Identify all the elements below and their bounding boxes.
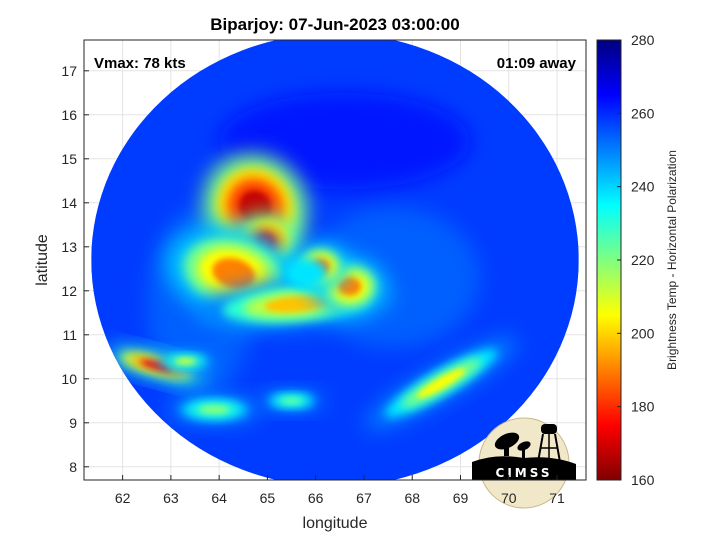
y-tick-label: 15 xyxy=(61,151,77,167)
x-axis-ticks: 62 63 64 65 66 67 68 69 70 71 xyxy=(115,475,565,506)
colorbar-tick-label: 220 xyxy=(631,252,655,268)
y-tick-label: 8 xyxy=(69,459,77,475)
x-tick-label: 71 xyxy=(549,490,565,506)
y-tick-label: 14 xyxy=(61,195,77,211)
y-axis-ticks: 8 9 10 11 12 13 14 15 16 17 xyxy=(61,63,89,475)
convection-layer xyxy=(281,397,302,404)
chart-title: Biparjoy: 07-Jun-2023 03:00:00 xyxy=(210,15,459,34)
x-axis-label: longitude xyxy=(303,515,368,532)
y-tick-label: 11 xyxy=(62,327,77,343)
storm-eye xyxy=(284,257,328,289)
convection-layer xyxy=(212,258,255,289)
colorbar-tick-label: 240 xyxy=(631,179,655,195)
plot-frame xyxy=(83,39,587,481)
convection-features xyxy=(107,154,518,430)
y-tick-label: 12 xyxy=(61,283,77,299)
colorbar-label: Brightness Temp - Horizontal Polarizatio… xyxy=(665,150,679,370)
convection-feature xyxy=(259,390,324,411)
y-tick-label: 9 xyxy=(69,415,77,431)
convection-feature xyxy=(365,337,518,430)
x-tick-label: 63 xyxy=(163,490,179,506)
x-tick-label: 70 xyxy=(501,490,517,506)
x-tick-label: 66 xyxy=(308,490,324,506)
x-tick-label: 65 xyxy=(260,490,276,506)
x-tick-label: 68 xyxy=(404,490,420,506)
colorbar-tick-label: 260 xyxy=(631,105,655,121)
convection-layer xyxy=(417,368,466,398)
colorbar-tick-label: 200 xyxy=(631,325,655,341)
convection-feature xyxy=(153,351,218,372)
convection-feature xyxy=(107,348,206,383)
colorbar-tick-label: 180 xyxy=(631,399,655,415)
convection-layer xyxy=(199,405,229,415)
x-tick-label: 64 xyxy=(211,490,227,506)
cimss-logo: CIMSS xyxy=(472,417,576,509)
colorbar-tick-label: 280 xyxy=(631,32,655,48)
x-tick-label: 67 xyxy=(356,490,372,506)
logo-text: CIMSS xyxy=(496,466,553,480)
convection-layer xyxy=(264,295,329,313)
convection-layer xyxy=(337,277,362,296)
x-tick-label: 69 xyxy=(453,490,469,506)
y-tick-label: 16 xyxy=(61,107,77,123)
convection-feature xyxy=(168,395,261,424)
colorbar-ticks: 160 180 200 220 240 260 280 xyxy=(617,32,655,488)
microwave-swath xyxy=(91,40,579,480)
vmax-annotation: Vmax: 78 kts xyxy=(94,55,186,72)
time-away-annotation: 01:09 away xyxy=(497,55,577,72)
x-tick-label: 62 xyxy=(115,490,131,506)
y-tick-label: 17 xyxy=(61,63,77,79)
y-tick-label: 13 xyxy=(61,239,77,255)
convection-layer xyxy=(175,358,196,365)
colorbar-tick-label: 160 xyxy=(631,472,655,488)
y-axis-label: latitude xyxy=(34,234,51,286)
y-tick-label: 10 xyxy=(61,371,77,387)
